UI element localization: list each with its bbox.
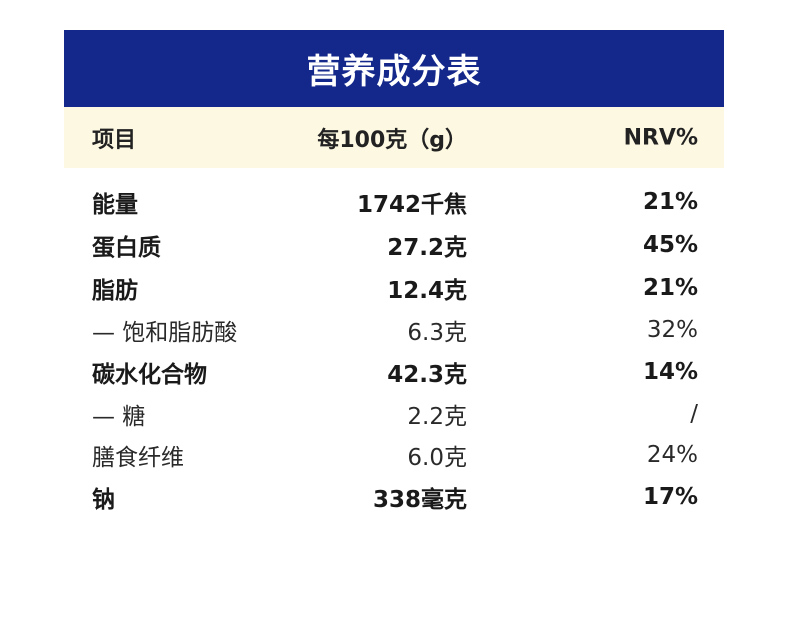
nutrient-amount: 338毫克 [372, 486, 467, 513]
table-row: 膳食纤维 6.0克 24% [64, 434, 724, 475]
nutrient-name: 脂肪 [92, 277, 138, 304]
nutrient-nrv: 45% [642, 231, 698, 258]
nutrient-amount: 6.3克 [407, 319, 467, 346]
nutrient-nrv: 21% [642, 274, 698, 301]
nutrient-nrv: 24% [646, 441, 698, 468]
table-row: 能量 1742千焦 21% [64, 180, 724, 223]
table-title-text: 营养成分表 [306, 52, 482, 92]
nutrient-nrv: 17% [642, 483, 698, 510]
nutrient-amount: 12.4克 [387, 277, 467, 304]
nutrient-amount: 27.2克 [387, 234, 467, 261]
header-item: 项目 [92, 127, 137, 153]
nutrient-name: 蛋白质 [92, 234, 161, 261]
nutrient-nrv: 14% [642, 358, 698, 385]
table-row: 碳水化合物 42.3克 14% [64, 350, 724, 393]
table-row: 脂肪 12.4克 21% [64, 266, 724, 309]
nutrient-name: 能量 [92, 191, 138, 218]
nutrition-facts-table: 营养成分表 项目 每100克（g） NRV% 能量 1742千焦 21% 蛋白质… [64, 30, 724, 518]
nutrient-nrv: / [690, 400, 698, 427]
nutrient-amount: 1742千焦 [356, 191, 467, 218]
nutrient-name: 膳食纤维 [92, 444, 184, 471]
table-row: — 饱和脂肪酸 6.3克 32% [64, 309, 724, 350]
header-nrv: NRV% [623, 125, 698, 150]
nutrient-amount: 6.0克 [407, 444, 467, 471]
header-per-100g: 每100克（g） [317, 127, 467, 153]
nutrient-nrv: 21% [642, 188, 698, 215]
nutrient-name: 碳水化合物 [92, 361, 207, 388]
nutrient-amount: 42.3克 [387, 361, 467, 388]
table-header-row: 项目 每100克（g） NRV% [64, 107, 724, 168]
nutrient-nrv: 32% [646, 316, 698, 343]
table-row: — 糖 2.2克 / [64, 393, 724, 434]
table-row: 蛋白质 27.2克 45% [64, 223, 724, 266]
table-title: 营养成分表 [64, 30, 724, 107]
nutrient-name: — 饱和脂肪酸 [92, 319, 238, 346]
table-body: 能量 1742千焦 21% 蛋白质 27.2克 45% 脂肪 12.4克 21%… [64, 180, 724, 518]
nutrient-name: — 糖 [92, 403, 146, 430]
nutrient-amount: 2.2克 [407, 403, 467, 430]
table-row: 钠 338毫克 17% [64, 475, 724, 518]
nutrient-name: 钠 [92, 486, 115, 513]
